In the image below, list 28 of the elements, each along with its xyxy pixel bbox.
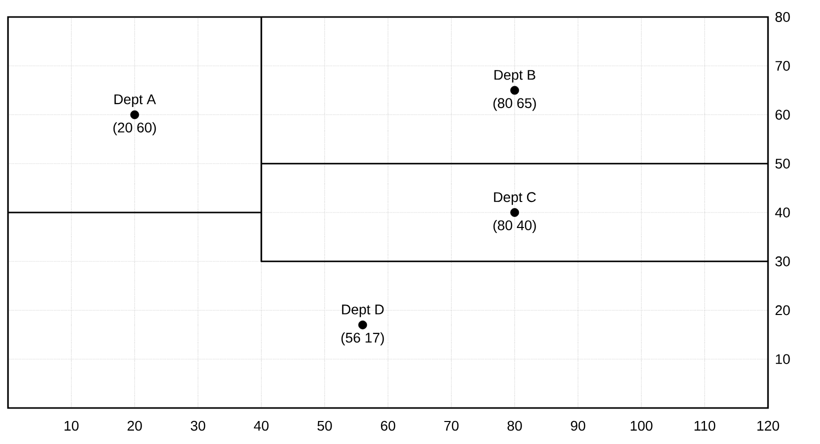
annotation: Dept C	[494, 192, 536, 205]
x-tick-label: 10	[64, 420, 79, 431]
x-tick-label: 70	[444, 420, 459, 431]
y-tick-label: 60	[776, 110, 790, 120]
x-tick-label: 110	[694, 420, 716, 431]
x-tick-label: 40	[254, 420, 269, 431]
x-tick-label: 120	[757, 420, 780, 431]
annotation: (80 65)	[493, 98, 536, 111]
y-tick-label: 40	[775, 208, 790, 218]
x-tick-label: 50	[317, 420, 332, 431]
annotation: Dept B	[494, 70, 536, 83]
x-tick-label: 90	[570, 420, 586, 431]
y-tick-label: 80	[775, 12, 790, 22]
y-tick-label: 20	[776, 305, 790, 316]
x-tick-label: 60	[380, 420, 396, 431]
annotation: Dept A	[114, 94, 156, 107]
annotation: (56 17)	[341, 332, 384, 346]
x-tick-label: 30	[190, 420, 206, 431]
annotation: Dept D	[342, 304, 384, 318]
x-tick-label: 100	[630, 420, 652, 431]
y-tick-label: 50	[775, 158, 790, 169]
y-tick-label: 70	[776, 60, 790, 71]
annotation: (80 40)	[493, 220, 536, 234]
annotation: (20 60)	[113, 122, 156, 136]
x-tick-label: 80	[508, 420, 522, 431]
y-tick-label: 30	[775, 256, 790, 266]
y-tick-label: 10	[776, 354, 790, 364]
x-tick-label: 20	[128, 420, 142, 431]
